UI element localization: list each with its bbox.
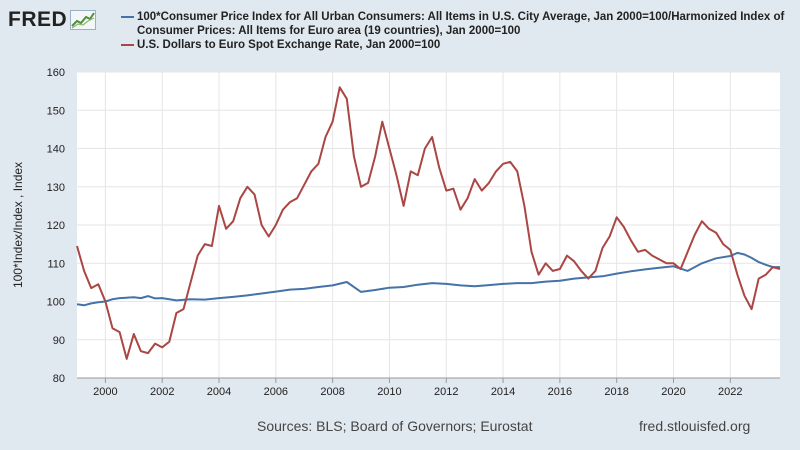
y-tick-label: 110 [47,258,65,270]
x-tick-label: 2000 [93,386,117,398]
chart-legend: 100*Consumer Price Index for All Urban C… [121,10,793,52]
footer-site-link[interactable]: fred.stlouisfed.org [639,418,751,434]
y-tick-label: 150 [47,105,65,117]
legend-label-cpi-ratio: 100*Consumer Price Index for All Urban C… [137,11,785,37]
legend-swatch-red [121,44,134,46]
legend-entry-exchange-rate[interactable]: U.S. Dollars to Euro Spot Exchange Rate,… [121,38,793,52]
legend-swatch-blue [121,16,134,18]
series-line-exchange-rate [76,86,781,360]
x-tick-label: 2010 [377,386,401,398]
y-tick-label: 120 [47,220,65,232]
y-tick-label: 140 [47,144,65,156]
x-tick-label: 2020 [661,386,685,398]
x-tick-label: 2022 [718,386,742,398]
series-line-cpi-ratio [76,251,780,307]
y-tick-label: 100 [47,297,65,309]
x-tick-label: 2012 [434,386,458,398]
y-tick-label: 160 [47,67,65,79]
x-axis-ticks: 2000 2002 2004 2006 2008 2010 2012 2014 2016 2018… [77,377,780,398]
legend-label-exchange-rate: U.S. Dollars to Euro Spot Exchange Rate,… [137,39,441,51]
grid-lines [77,71,780,379]
footer-sources: Sources: BLS; Board of Governors; Eurost… [257,418,533,434]
x-tick-label: 2018 [604,386,628,398]
y-axis-ticks: 80 90 100 110 120 130 140 150 160 [47,67,65,385]
fred-logo[interactable]: FRED [8,8,97,32]
y-axis-label: 100*Index/Index , Index [11,162,25,288]
fred-logo-graph-icon [70,10,97,30]
series-lines [76,86,781,360]
x-tick-label: 2006 [264,386,288,398]
legend-entry-cpi-ratio[interactable]: 100*Consumer Price Index for All Urban C… [121,10,793,38]
x-tick-label: 2008 [320,386,344,398]
x-tick-label: 2002 [150,386,174,398]
y-tick-label: 90 [53,335,65,347]
x-tick-label: 2014 [491,386,515,398]
fred-logo-text: FRED [8,8,68,31]
x-tick-label: 2016 [548,386,572,398]
x-tick-label: 2004 [207,386,231,398]
y-tick-label: 130 [47,182,65,194]
y-tick-label: 80 [53,373,65,385]
